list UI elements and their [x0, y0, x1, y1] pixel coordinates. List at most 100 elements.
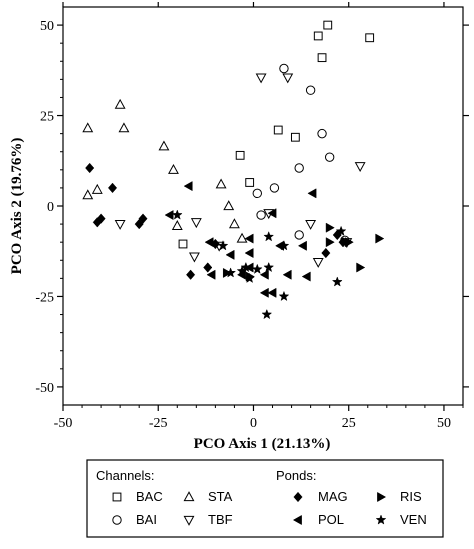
point-ris	[344, 237, 354, 248]
legend-marker-sta	[183, 491, 195, 502]
legend-marker-ven	[375, 514, 387, 525]
legend-label-bai: BAI	[136, 512, 157, 527]
point-sta	[91, 183, 103, 194]
point-bac	[245, 178, 255, 187]
point-sta	[114, 98, 126, 109]
legend-label-tbf: TBF	[208, 512, 233, 527]
legend-marker-ris	[377, 491, 387, 503]
data-points	[82, 20, 385, 320]
x-axis-title: PCO Axis 1 (21.13%)	[194, 436, 331, 452]
point-ris	[325, 222, 335, 233]
legend-box	[86, 459, 444, 538]
point-sta	[215, 178, 227, 189]
point-pol	[282, 269, 292, 280]
legend-label-ris: RIS	[400, 489, 422, 504]
point-ven	[225, 267, 237, 278]
point-ven	[331, 276, 343, 287]
point-pol	[244, 248, 254, 259]
point-ven	[278, 240, 290, 251]
point-bai	[252, 188, 262, 199]
point-sta	[118, 122, 130, 133]
y-tick-label: 50	[40, 19, 54, 34]
legend-markers	[112, 491, 387, 526]
point-bai	[269, 183, 280, 193]
point-sta	[171, 220, 183, 230]
point-bai	[324, 152, 335, 162]
point-sta	[82, 189, 94, 200]
point-bac	[273, 125, 283, 135]
legend-marker-bai	[112, 515, 122, 525]
point-bai	[317, 128, 327, 139]
point-pol	[267, 208, 277, 219]
legend-marker-pol	[292, 514, 302, 526]
point-sta	[223, 200, 235, 211]
point-ven	[244, 272, 256, 283]
point-bai	[256, 210, 266, 220]
point-ven	[263, 231, 275, 242]
point-pol	[225, 249, 235, 260]
point-ven	[261, 308, 273, 320]
point-bac	[323, 20, 333, 30]
y-tick-label: 25	[40, 110, 54, 125]
point-pol	[307, 188, 317, 199]
point-sta	[168, 163, 179, 174]
point-pol	[301, 271, 311, 282]
point-pol	[206, 269, 216, 280]
point-mag	[321, 247, 331, 259]
point-sta	[82, 122, 94, 133]
point-tbf	[282, 73, 294, 84]
point-sta	[158, 140, 170, 151]
point-tbf	[305, 219, 317, 230]
point-ris	[356, 262, 366, 273]
point-ven	[251, 263, 263, 274]
point-bai	[305, 85, 316, 95]
point-tbf	[312, 257, 324, 268]
point-sta	[236, 232, 248, 243]
point-ven	[171, 209, 183, 220]
point-mag	[186, 269, 196, 280]
x-tick-label: -25	[149, 416, 168, 431]
point-tbf	[190, 218, 202, 229]
y-axis-title: PCO Axis 2 (19.76%)	[9, 138, 25, 275]
point-ris	[375, 233, 385, 244]
point-ven	[236, 265, 248, 276]
point-pol	[267, 287, 277, 298]
point-bac	[290, 132, 300, 142]
legend-group-channels-title: Channels:	[96, 468, 155, 483]
legend-marker-bac	[112, 492, 122, 502]
point-bai	[279, 63, 289, 74]
legend-marker-mag	[293, 491, 303, 503]
point-sta	[228, 218, 240, 229]
point-pol	[183, 181, 193, 192]
point-ven	[278, 290, 290, 302]
point-bai	[294, 163, 304, 173]
point-pol	[244, 233, 254, 244]
point-ven	[335, 225, 347, 236]
point-mag	[203, 262, 213, 273]
point-bac	[365, 33, 375, 43]
legend-group-ponds-title: Ponds:	[276, 468, 316, 483]
point-bac	[235, 150, 245, 160]
point-tbf	[354, 162, 366, 173]
point-mag	[107, 182, 118, 194]
legend-label-ven: VEN	[400, 512, 427, 527]
x-tick-label: 25	[342, 416, 356, 431]
point-pol	[297, 240, 307, 251]
point-bac	[178, 239, 188, 249]
legend-label-sta: STA	[208, 489, 233, 504]
point-pol	[164, 210, 174, 221]
y-tick-label: 0	[47, 200, 54, 215]
point-mag	[92, 217, 102, 228]
point-ven	[217, 240, 229, 251]
point-tbf	[188, 252, 200, 263]
axis-ticks: -50 -25 0 25 50 -50 -25 0 25 50	[35, 2, 469, 431]
point-pol	[204, 237, 214, 248]
x-tick-label: -50	[54, 416, 73, 431]
point-bac	[313, 31, 323, 41]
point-ven	[263, 261, 275, 273]
legend: Channels: Ponds: BAC STA BAI TBF MAG RIS…	[86, 459, 444, 538]
point-bac	[317, 53, 327, 63]
point-pol	[259, 287, 269, 298]
point-ris	[222, 267, 232, 278]
